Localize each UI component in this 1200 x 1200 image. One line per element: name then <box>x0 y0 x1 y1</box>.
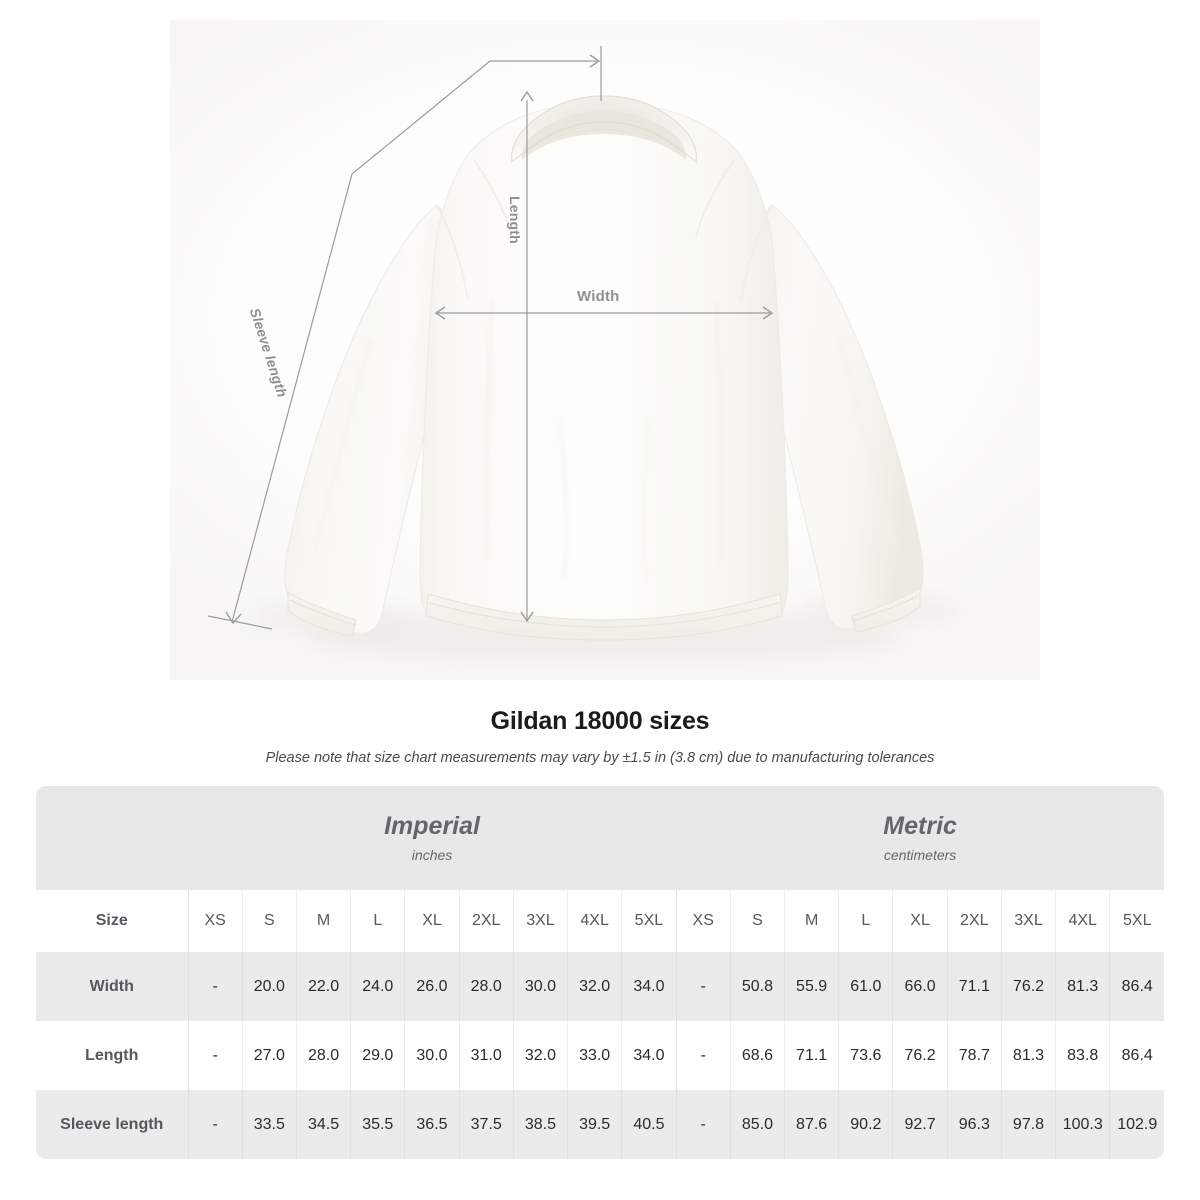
cell-sleeve-metric-xs: - <box>675 1090 731 1159</box>
cell-length-metric-3xl: 81.3 <box>1000 1021 1056 1090</box>
size-header-metric-3xl: 3XL <box>1000 890 1056 952</box>
size-header-row: Size XS S M L XL 2XL 3XL 4XL 5XL XS S M … <box>36 890 1165 952</box>
unit-name-imperial: Imperial <box>384 811 480 840</box>
cell-sleeve-metric-s: 85.0 <box>729 1090 785 1159</box>
cell-length-imperial-4xl: 33.0 <box>567 1021 622 1090</box>
cell-sleeve-imperial-l: 35.5 <box>350 1090 405 1159</box>
cell-width-imperial-s: 20.0 <box>241 952 297 1021</box>
sweatshirt-image <box>250 95 960 662</box>
size-header-imperial-m: M <box>295 890 351 952</box>
cell-length-metric-xl: 76.2 <box>892 1021 948 1090</box>
unit-banner-row: Imperial inches Metric centimeters <box>36 786 1165 890</box>
cell-length-metric-5xl: 86.4 <box>1109 1021 1165 1090</box>
row-label-sleeve-length: Sleeve length <box>36 1090 188 1159</box>
size-header-metric-m: M <box>784 890 839 952</box>
size-header-imperial-s: S <box>241 890 297 952</box>
cell-sleeve-metric-xl: 92.7 <box>892 1090 948 1159</box>
cell-sleeve-imperial-xs: - <box>187 1090 243 1159</box>
tolerance-note: Please note that size chart measurements… <box>265 750 935 766</box>
cell-width-imperial-xl: 26.0 <box>404 952 460 1021</box>
cell-width-metric-xl: 66.0 <box>892 952 948 1021</box>
cell-width-metric-s: 50.8 <box>729 952 785 1021</box>
size-header-imperial-xs: XS <box>187 890 243 952</box>
cell-width-imperial-xs: - <box>187 952 243 1021</box>
cell-width-imperial-l: 24.0 <box>350 952 405 1021</box>
cell-width-metric-m: 55.9 <box>784 952 839 1021</box>
cell-sleeve-metric-5xl: 102.9 <box>1109 1090 1165 1159</box>
unit-sub-imperial: inches <box>411 847 453 864</box>
page-title: Gildan 18000 sizes <box>490 707 710 735</box>
unit-section-metric: Metric centimeters <box>676 786 1165 890</box>
cell-length-imperial-xs: - <box>187 1021 243 1090</box>
cell-length-metric-l: 73.6 <box>838 1021 893 1090</box>
cell-sleeve-imperial-4xl: 39.5 <box>567 1090 622 1159</box>
length-annotation-label: Length <box>507 196 523 244</box>
cell-length-imperial-2xl: 31.0 <box>458 1021 514 1090</box>
photo-stage: Length Width Sleeve length <box>170 20 1040 680</box>
cell-length-imperial-s: 27.0 <box>241 1021 297 1090</box>
cell-length-metric-s: 68.6 <box>729 1021 785 1090</box>
cell-length-metric-4xl: 83.8 <box>1055 1021 1110 1090</box>
size-chart-table: Imperial inches Metric centimeters Size … <box>36 786 1165 1159</box>
size-chart-body: Imperial inches Metric centimeters Size … <box>36 786 1165 1159</box>
size-header-imperial-3xl: 3XL <box>512 890 568 952</box>
size-header-imperial-l: L <box>350 890 405 952</box>
cell-length-imperial-5xl: 34.0 <box>621 1021 677 1090</box>
cell-sleeve-metric-2xl: 96.3 <box>946 1090 1002 1159</box>
cell-width-metric-4xl: 81.3 <box>1055 952 1110 1021</box>
size-chart-table-wrapper: Imperial inches Metric centimeters Size … <box>36 786 1165 1159</box>
cell-sleeve-metric-3xl: 97.8 <box>1000 1090 1056 1159</box>
cell-length-imperial-xl: 30.0 <box>404 1021 460 1090</box>
cell-width-imperial-3xl: 30.0 <box>512 952 568 1021</box>
cell-sleeve-metric-l: 90.2 <box>838 1090 893 1159</box>
cell-width-metric-l: 61.0 <box>838 952 893 1021</box>
cell-length-metric-xs: - <box>675 1021 731 1090</box>
unit-name-metric: Metric <box>883 811 957 840</box>
cell-sleeve-metric-m: 87.6 <box>784 1090 839 1159</box>
cell-length-metric-2xl: 78.7 <box>946 1021 1002 1090</box>
cell-width-imperial-m: 22.0 <box>295 952 351 1021</box>
size-header-metric-xl: XL <box>892 890 948 952</box>
unit-banner-corner <box>36 786 188 890</box>
cell-sleeve-imperial-2xl: 37.5 <box>458 1090 514 1159</box>
cell-sleeve-imperial-s: 33.5 <box>241 1090 297 1159</box>
width-annotation-label: Width <box>577 288 620 305</box>
cell-sleeve-imperial-m: 34.5 <box>295 1090 351 1159</box>
cell-width-imperial-2xl: 28.0 <box>458 952 514 1021</box>
product-photo-area: Length Width Sleeve length <box>170 20 1040 680</box>
size-header-imperial-xl: XL <box>404 890 460 952</box>
cell-sleeve-imperial-3xl: 38.5 <box>512 1090 568 1159</box>
table-row-sleeve-length: Sleeve length - 33.5 34.5 35.5 36.5 37.5… <box>36 1090 1165 1159</box>
cell-width-imperial-5xl: 34.0 <box>621 952 677 1021</box>
unit-sub-metric: centimeters <box>883 847 957 864</box>
row-label-width: Width <box>36 952 188 1021</box>
cell-sleeve-imperial-xl: 36.5 <box>404 1090 460 1159</box>
size-header-imperial-2xl: 2XL <box>458 890 514 952</box>
size-header-metric-l: L <box>838 890 893 952</box>
size-header-metric-xs: XS <box>675 890 731 952</box>
row-label-length: Length <box>36 1021 188 1090</box>
size-header-metric-5xl: 5XL <box>1109 890 1165 952</box>
unit-section-imperial: Imperial inches <box>188 786 677 890</box>
cell-length-imperial-l: 29.0 <box>350 1021 405 1090</box>
cell-length-imperial-3xl: 32.0 <box>512 1021 568 1090</box>
table-row-length: Length - 27.0 28.0 29.0 30.0 31.0 32.0 3… <box>36 1021 1165 1090</box>
size-header-imperial-5xl: 5XL <box>621 890 677 952</box>
size-header-label: Size <box>36 890 188 952</box>
size-header-metric-2xl: 2XL <box>946 890 1002 952</box>
size-header-metric-s: S <box>729 890 785 952</box>
cell-width-metric-2xl: 71.1 <box>946 952 1002 1021</box>
size-header-imperial-4xl: 4XL <box>567 890 622 952</box>
cell-width-imperial-4xl: 32.0 <box>567 952 622 1021</box>
cell-sleeve-imperial-5xl: 40.5 <box>621 1090 677 1159</box>
table-row-width: Width - 20.0 22.0 24.0 26.0 28.0 30.0 32… <box>36 952 1165 1021</box>
cell-width-metric-xs: - <box>675 952 731 1021</box>
cell-width-metric-5xl: 86.4 <box>1109 952 1165 1021</box>
chart-heading-block: Gildan 18000 sizes Please note that size… <box>0 690 1200 766</box>
size-header-metric-4xl: 4XL <box>1055 890 1110 952</box>
cell-length-metric-m: 71.1 <box>784 1021 839 1090</box>
cell-sleeve-metric-4xl: 100.3 <box>1055 1090 1110 1159</box>
cell-length-imperial-m: 28.0 <box>295 1021 351 1090</box>
cell-width-metric-3xl: 76.2 <box>1000 952 1056 1021</box>
